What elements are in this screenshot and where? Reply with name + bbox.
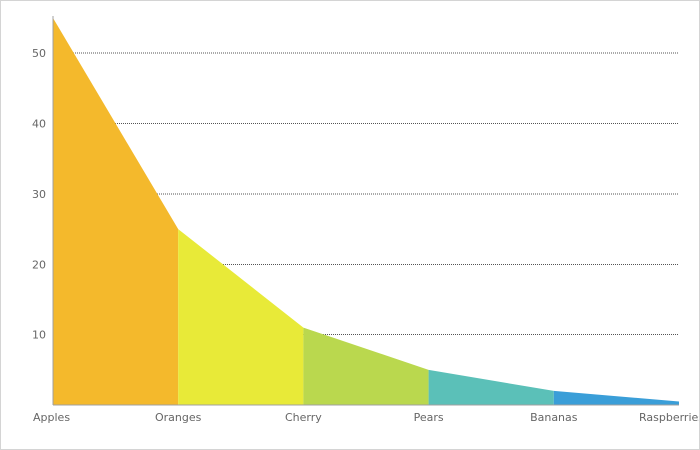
area-segment-oranges[interactable]: [178, 229, 304, 405]
axes: [52, 16, 679, 406]
area-segments: [53, 18, 679, 405]
y-tick-label: 40: [32, 118, 46, 131]
x-tick-label-cherry: Cherry: [285, 411, 322, 424]
tick-labels: 10 20 30 40 50 Apples Oranges Cherry Pears Banana…: [32, 47, 699, 424]
x-tick-label-oranges: Oranges: [155, 411, 202, 424]
y-tick-label: 20: [32, 258, 46, 271]
y-tick-label: 30: [32, 188, 46, 201]
area-segment-bananas[interactable]: [553, 390, 679, 405]
x-tick-label-pears: Pears: [414, 411, 444, 424]
area-segment-pears[interactable]: [428, 369, 554, 405]
x-tick-label-apples: Apples: [33, 411, 70, 424]
area-segment-apples[interactable]: [53, 18, 179, 405]
y-tick-label: 10: [32, 329, 46, 342]
area-segment-cherry[interactable]: [303, 327, 429, 405]
x-tick-label-bananas: Bananas: [530, 411, 578, 424]
x-tick-label-raspberries: Raspberries: [639, 411, 699, 424]
y-tick-label: 50: [32, 47, 46, 60]
